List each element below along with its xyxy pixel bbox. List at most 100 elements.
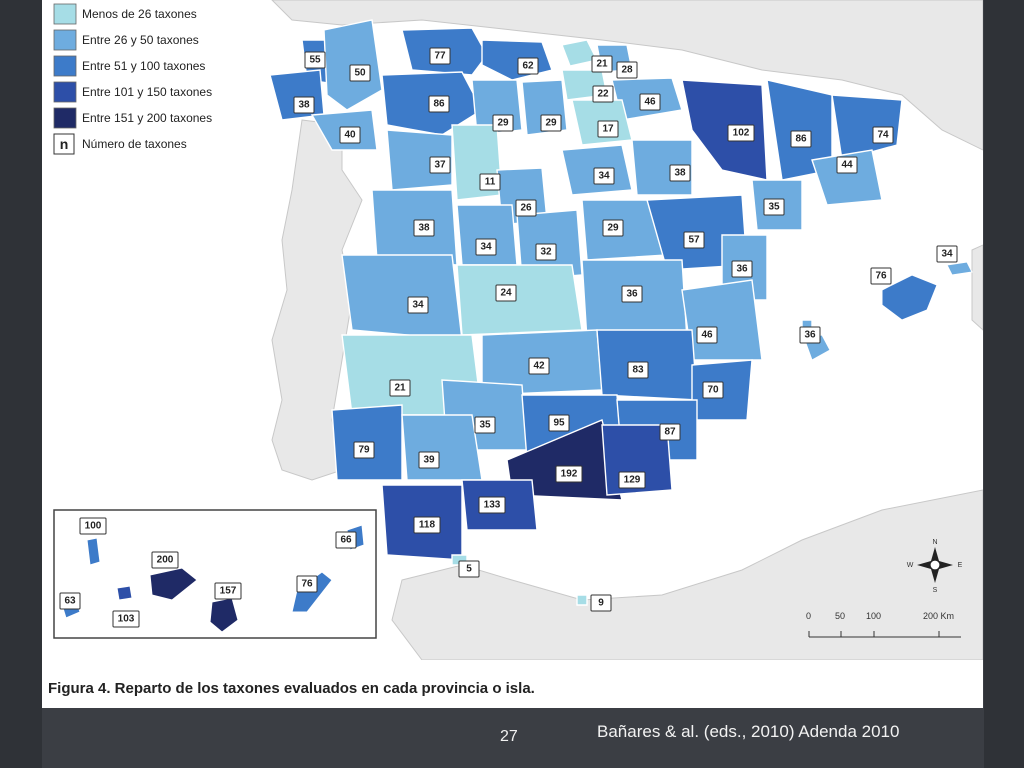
- province-count-value: 24: [500, 288, 512, 299]
- scale-label-100: 100: [866, 611, 881, 621]
- province-count-box: [479, 173, 501, 191]
- province-count-box: [474, 416, 496, 434]
- province-count-box: [590, 594, 612, 612]
- province-count-label: 44: [836, 156, 858, 174]
- province-count-label: 86: [790, 130, 812, 148]
- province-count-value: 29: [607, 223, 619, 234]
- province-count-box: [627, 361, 649, 379]
- province-count-value: 50: [354, 68, 366, 79]
- province-count-label: 35: [474, 416, 496, 434]
- province-count-value: 34: [941, 249, 953, 260]
- province-count-value: 46: [701, 330, 713, 341]
- canary-count-value: 157: [220, 586, 237, 597]
- canary-count-label: 200: [151, 551, 179, 569]
- province-count-box: [475, 238, 497, 256]
- canary-count-label: 66: [335, 531, 357, 549]
- province-count-box: [621, 285, 643, 303]
- province-count-value: 87: [664, 427, 676, 438]
- province-count-box: [478, 496, 506, 514]
- province-shape: [681, 279, 763, 361]
- province-count-box: [639, 93, 661, 111]
- legend-swatch: [53, 55, 77, 77]
- province-count-box: [616, 61, 638, 79]
- province-count-value: 29: [497, 118, 509, 129]
- canary-islands-inset: 100 200 66 63 103 157 76: [53, 509, 377, 639]
- canary-count-label: 63: [59, 592, 81, 610]
- province-count-label: 118: [413, 516, 441, 534]
- sardinia-land: [971, 244, 983, 331]
- province-count-label: 36: [731, 260, 753, 278]
- province-count-label: 36: [799, 326, 821, 344]
- province-count-box: [548, 414, 570, 432]
- province-count-value: 192: [561, 469, 578, 480]
- canary-count-label: 76: [296, 575, 318, 593]
- province-shape: [681, 79, 768, 181]
- legend-label: Menos de 26 taxones: [82, 7, 197, 21]
- province-count-value: 79: [358, 445, 370, 456]
- canary-island-shape: [86, 537, 101, 566]
- province-count-label: 102: [727, 124, 755, 142]
- compass-north-point: [931, 547, 939, 561]
- province-count-label: 62: [517, 57, 539, 75]
- province-count-label: 74: [872, 126, 894, 144]
- province-count-value: 118: [419, 520, 436, 531]
- province-count-value: 55: [309, 55, 321, 66]
- province-count-label: 22: [592, 85, 614, 103]
- canary-count-value: 200: [157, 555, 174, 566]
- province-count-box: [799, 326, 821, 344]
- province-count-box: [515, 199, 537, 217]
- legend-swatch: [53, 107, 77, 129]
- province-shape: [576, 594, 588, 606]
- province-count-value: 38: [298, 100, 310, 111]
- province-count-box: [696, 326, 718, 344]
- province-count-value: 86: [433, 99, 445, 110]
- compass-center: [929, 559, 941, 571]
- province-count-box: [659, 423, 681, 441]
- canary-count-value: 100: [85, 521, 102, 532]
- province-count-box: [535, 243, 557, 261]
- portugal-land: [271, 119, 363, 481]
- province-count-label: 38: [413, 219, 435, 237]
- province-count-label: 87: [659, 423, 681, 441]
- scale-bar: 0 50 100 200 Km: [806, 611, 961, 638]
- province-count-label: 34: [407, 296, 429, 314]
- canary-count-box: [59, 592, 81, 610]
- canary-count-label: 100: [79, 517, 107, 535]
- province-count-box: [870, 267, 892, 285]
- province-count-value: 77: [434, 51, 446, 62]
- province-count-value: 34: [480, 242, 492, 253]
- province-count-label: 9: [590, 594, 612, 612]
- province-count-label: 46: [639, 93, 661, 111]
- province-count-value: 5: [466, 564, 472, 575]
- province-count-box: [428, 95, 450, 113]
- province-count-value: 74: [877, 130, 889, 141]
- province-count-label: 17: [597, 120, 619, 138]
- canary-count-box: [214, 582, 242, 600]
- province-count-label: 34: [475, 238, 497, 256]
- province-count-label: 26: [515, 199, 537, 217]
- province-count-box: [495, 284, 517, 302]
- province-count-value: 83: [632, 365, 644, 376]
- province-count-box: [593, 167, 615, 185]
- province-count-label: 32: [535, 243, 557, 261]
- province-count-label: 38: [669, 164, 691, 182]
- legend-label: Entre 51 y 100 taxones: [82, 59, 205, 73]
- province-shape: [401, 414, 483, 481]
- canary-count-box: [335, 531, 357, 549]
- province-count-value: 44: [841, 160, 853, 171]
- source-citation: Bañares & al. (eds., 2010) Adenda 2010: [597, 722, 900, 741]
- province-count-value: 76: [875, 271, 887, 282]
- province-count-label: 39: [418, 451, 440, 469]
- caption-text: Reparto de los taxones evaluados en cada…: [110, 680, 535, 697]
- compass-rose: N S E W: [907, 539, 963, 594]
- legend-swatch: [53, 29, 77, 51]
- province-count-label: 29: [602, 219, 624, 237]
- province-count-label: 28: [616, 61, 638, 79]
- province-count-value: 29: [545, 118, 557, 129]
- province-count-value: 36: [804, 330, 816, 341]
- province-count-box: [763, 198, 785, 216]
- province-count-box: [458, 560, 480, 578]
- canary-island-shape: [116, 585, 133, 601]
- province-count-label: 29: [492, 114, 514, 132]
